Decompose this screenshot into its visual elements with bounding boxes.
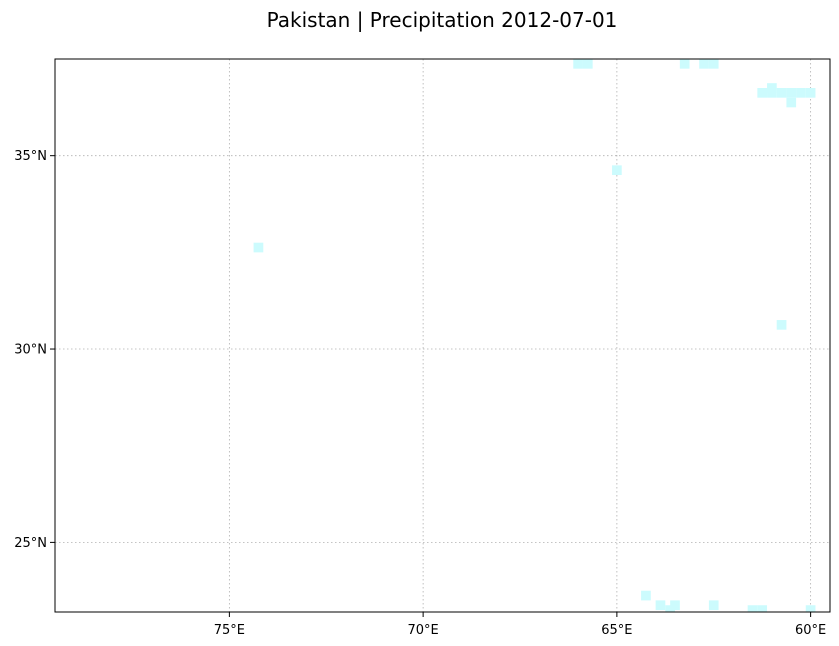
precipitation-cell — [612, 165, 622, 176]
precipitation-cell — [641, 590, 651, 601]
y-tick-label: 30°N — [14, 343, 47, 358]
precipitation-cell — [747, 605, 758, 612]
precipitation-cell — [786, 97, 797, 108]
x-tick-label: 75°E — [214, 623, 245, 638]
precipitation-cell — [805, 605, 816, 612]
precipitation-cell — [708, 59, 719, 69]
precipitation-cell — [805, 88, 816, 98]
precipitation-cell — [253, 242, 264, 253]
precipitation-cell — [655, 600, 666, 611]
precipitation-cells — [253, 59, 816, 612]
y-tick-label: 25°N — [14, 536, 47, 551]
precipitation-cell — [699, 59, 709, 69]
gridlines — [55, 59, 830, 612]
map-plot-area — [55, 59, 830, 612]
precipitation-cell — [776, 88, 787, 98]
precipitation-cell — [757, 605, 768, 612]
x-tick-label: 70°E — [407, 623, 438, 638]
x-tick-label: 60°E — [795, 623, 826, 638]
precipitation-cell — [767, 88, 777, 98]
map-frame — [54, 58, 831, 613]
axis-ticks: 75°E 70°E 65°E 60°E 35°N 30°N 25°N — [14, 149, 826, 638]
precipitation-cell — [786, 88, 797, 98]
precipitation-cell — [665, 605, 675, 612]
x-tick-label: 65°E — [601, 623, 632, 638]
precipitation-cell — [776, 320, 787, 330]
precipitation-cell — [679, 59, 690, 69]
chart-title: Pakistan | Precipitation 2012-07-01 — [267, 8, 618, 32]
precipitation-cell — [573, 59, 583, 69]
y-tick-label: 35°N — [14, 149, 47, 164]
precipitation-cell — [708, 600, 719, 611]
precipitation-cell — [757, 88, 768, 98]
precipitation-cell — [582, 59, 593, 69]
precipitation-cell — [796, 88, 806, 98]
